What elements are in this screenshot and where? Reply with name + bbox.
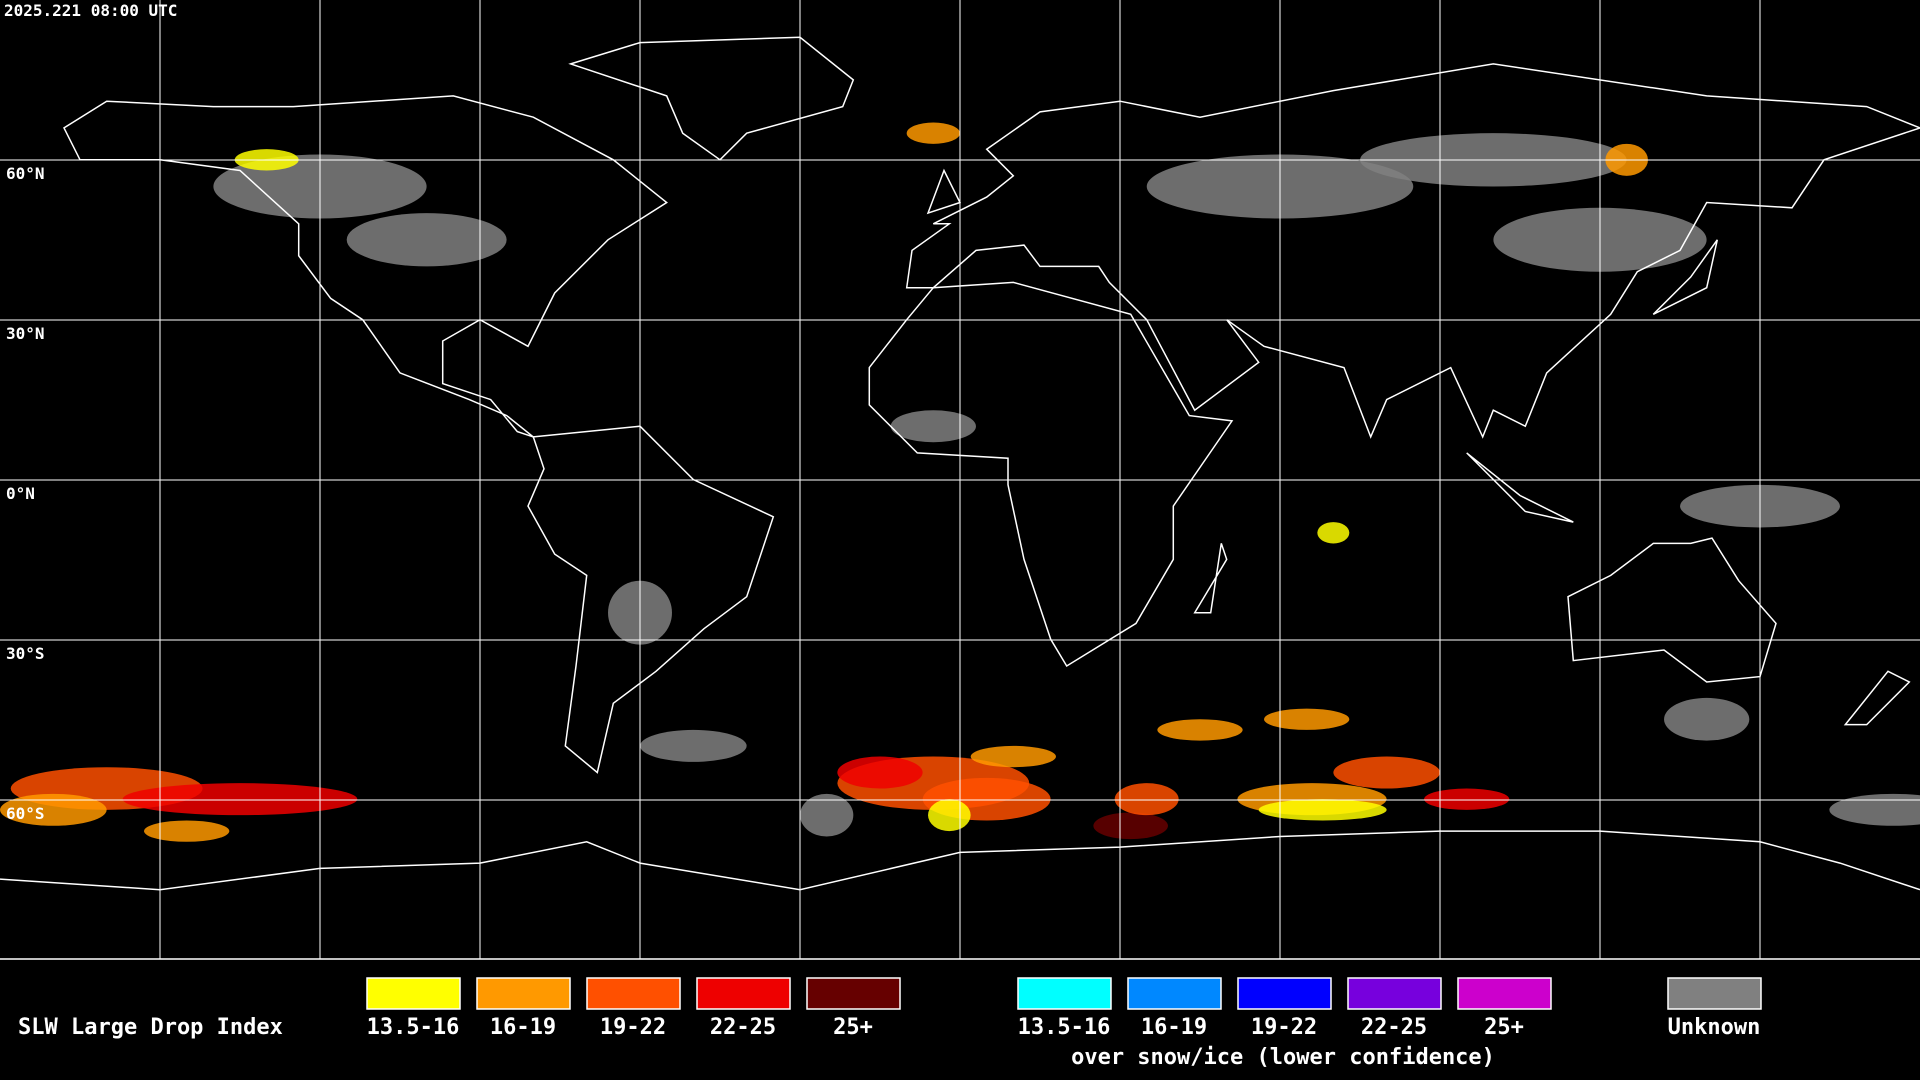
legend-label: 13.5-16	[1018, 1015, 1111, 1040]
legend-swatch	[1127, 977, 1222, 1010]
legend-label: 16-19	[1141, 1015, 1207, 1040]
latitude-label: 30°S	[6, 644, 45, 663]
latitude-label: 60°S	[6, 804, 45, 823]
coastline	[1652, 239, 1719, 315]
coastline	[63, 95, 668, 438]
cloud-patch	[1157, 719, 1243, 741]
cloud-patch	[346, 213, 507, 267]
coastline	[1843, 670, 1911, 726]
cloud-patch	[1093, 812, 1168, 840]
map	[0, 0, 1920, 959]
legend-label: 22-25	[1361, 1015, 1427, 1040]
legend-swatch	[1457, 977, 1552, 1010]
coastline	[905, 63, 1920, 439]
cloud-patch	[1317, 522, 1350, 544]
legend-swatch	[1017, 977, 1112, 1010]
coastline	[527, 425, 775, 774]
legend-note: over snow/ice (lower confidence)	[1071, 1045, 1495, 1070]
legend-swatch	[366, 977, 461, 1010]
legend-label: 19-22	[600, 1015, 666, 1040]
legend-label: 13.5-16	[367, 1015, 460, 1040]
legend-label: 25+	[1484, 1015, 1524, 1040]
legend-swatch	[696, 977, 791, 1010]
latitude-label: 0°N	[6, 484, 35, 503]
cloud-patch	[970, 745, 1056, 768]
timestamp: 2025.221 08:00 UTC	[4, 1, 177, 20]
coastline	[568, 36, 855, 161]
cloud-patch	[144, 820, 230, 842]
legend-label: 25+	[833, 1015, 873, 1040]
latitude-labels: 60°N 30°N 0°N 30°S 60°S	[6, 164, 45, 823]
coastline	[1466, 452, 1574, 523]
cloud-patch	[1829, 793, 1920, 826]
coastline	[868, 281, 1234, 668]
coastline	[1193, 543, 1228, 614]
cloud-patch	[1333, 756, 1440, 789]
legend-label: Unknown	[1668, 1015, 1761, 1040]
legend-label: 22-25	[710, 1015, 776, 1040]
cloud-patch	[1424, 788, 1510, 810]
legend-label: 19-22	[1251, 1015, 1317, 1040]
legend-label: 16-19	[490, 1015, 556, 1040]
legend-swatch	[806, 977, 901, 1010]
latitude-label: 60°N	[6, 164, 45, 183]
legend-swatch	[586, 977, 681, 1010]
coastline	[1567, 537, 1777, 683]
cloud-patch	[640, 729, 747, 762]
cloud-patch	[1258, 799, 1387, 821]
legend-swatch	[476, 977, 571, 1010]
cloud-patch	[800, 793, 854, 837]
cloud-patch	[0, 793, 107, 826]
legend-swatch	[1347, 977, 1442, 1010]
cloud-patch	[837, 756, 923, 789]
legend: SLW Large Drop Index over snow/ice (lowe…	[18, 977, 1762, 1070]
legend-swatch	[1667, 977, 1762, 1010]
latitude-label: 30°N	[6, 324, 45, 343]
legend-swatch	[1237, 977, 1332, 1010]
cloud-patch	[1264, 708, 1350, 730]
cloud-patch	[906, 122, 960, 144]
legend-title: SLW Large Drop Index	[18, 1015, 283, 1040]
cloud-patch	[928, 799, 971, 832]
cloud-patch	[1114, 783, 1179, 816]
cloud-patch	[1664, 697, 1750, 741]
cloud-patch	[890, 410, 976, 443]
coastline	[926, 168, 962, 215]
cloud-patch	[122, 783, 358, 816]
